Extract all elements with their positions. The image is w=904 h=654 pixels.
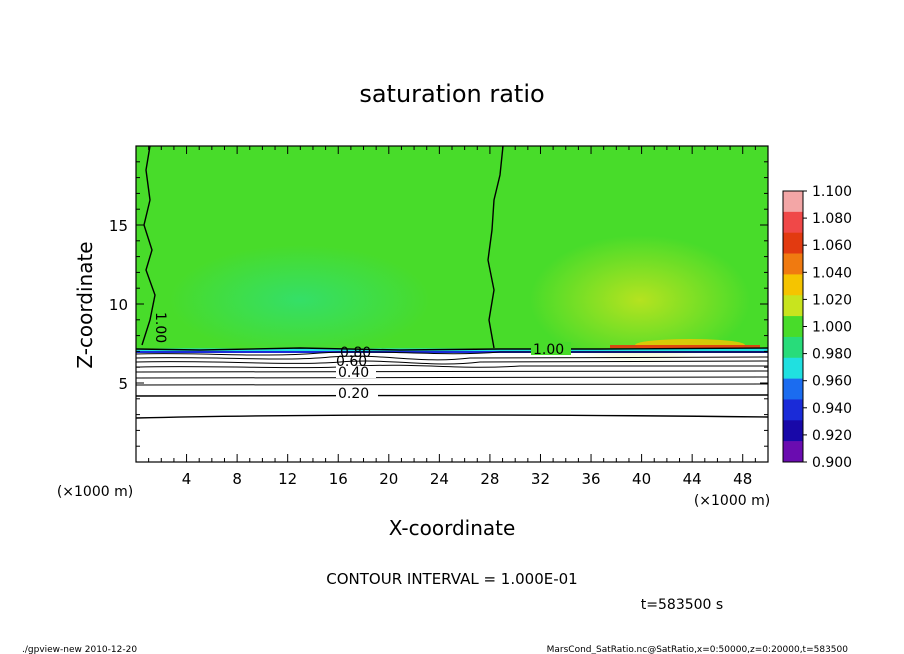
y-axis: 5 10 15: [109, 161, 768, 447]
colorbar-label: 0.900: [812, 455, 852, 471]
colorbar-swatch: [783, 316, 803, 338]
colorbar-label: 1.060: [812, 238, 852, 254]
contour-label-mask: [531, 342, 571, 355]
contour-line: [136, 370, 768, 373]
contour-label: 0.40: [338, 365, 369, 381]
x-tick-label: 8: [232, 470, 242, 488]
contour-label: 1.00: [533, 342, 564, 358]
red-band: [610, 345, 760, 348]
colorbar-swatch: [783, 232, 803, 254]
contour-label: 0.80: [340, 345, 371, 361]
x-tick-label: 44: [683, 470, 702, 488]
plot-area: 1.00 1.00 0.80 0.60 0.40 0.20: [136, 146, 768, 462]
colorbar-swatch: [783, 420, 803, 442]
contour-line: [487, 146, 504, 349]
contour-line: [136, 383, 768, 386]
low-saturation-patch: [170, 245, 430, 355]
colorbar-label: 1.020: [812, 292, 852, 308]
contour-lines: [136, 146, 768, 419]
colorbar-label: 1.100: [812, 184, 852, 200]
colorbar-label: 0.920: [812, 428, 852, 444]
x-tick-label: 4: [182, 470, 192, 488]
colorbar-swatch: [783, 295, 803, 317]
y-axis-label: Z-coordinate: [73, 241, 97, 368]
y-tick-label: 10: [109, 296, 128, 314]
colorbar-label: 0.940: [812, 401, 852, 417]
x-tick-label: 36: [581, 470, 600, 488]
colorbar-swatch: [783, 441, 803, 463]
x-tick-label: 40: [632, 470, 651, 488]
footer-left: ./gpview-new 2010-12-20: [22, 645, 137, 654]
contour-label: 1.00: [152, 312, 168, 343]
contour-labels: 1.00 1.00 0.80 0.60 0.40 0.20: [152, 312, 571, 402]
x-tick-label: 12: [278, 470, 297, 488]
colorbar: [782, 190, 804, 463]
y-tick-label: 15: [109, 217, 128, 235]
contour-label-mask: [336, 387, 378, 399]
x-unit-right: (×1000 m): [694, 493, 770, 509]
x-tick-label: 24: [430, 470, 449, 488]
colorbar-label: 1.080: [812, 211, 852, 227]
colorbar-swatch: [783, 253, 803, 275]
colorbar-swatch: [783, 357, 803, 379]
colorbar-swatch: [783, 191, 803, 213]
x-tick-label: 48: [733, 470, 752, 488]
colorbar-label: 0.960: [812, 374, 852, 390]
contour-line: [136, 351, 768, 356]
colorbar-swatch: [783, 336, 803, 359]
contour-label: 0.20: [338, 386, 369, 402]
colorbar-swatch: [783, 274, 803, 296]
x-axis-label: X-coordinate: [389, 516, 516, 540]
contour-line: [136, 355, 768, 361]
contour-line: [136, 360, 768, 365]
contour-line: [136, 414, 768, 419]
footer-right: MarsCond_SatRatio.nc@SatRatio,x=0:50000,…: [547, 645, 849, 654]
contour-line: [136, 347, 768, 351]
colorbar-label: 1.040: [812, 265, 852, 281]
colorbar-swatch: [783, 399, 803, 421]
colorbar-labels: 1.100 1.080 1.060 1.040 1.020 1.000 0.980 0.960…: [803, 184, 852, 471]
x-axis: 4 8 12 16 20 24 28 32 36 40 44 48: [148, 146, 756, 488]
contour-line: [141, 146, 156, 346]
contour-line: [136, 376, 768, 379]
supersaturation-patch: [530, 235, 750, 365]
x-tick-label: 32: [531, 470, 550, 488]
colorbar-label: 1.000: [812, 320, 852, 336]
colorbar-swatch: [783, 211, 803, 233]
colorbar-swatch: [783, 378, 803, 400]
x-tick-label: 28: [480, 470, 499, 488]
contour-label-mask: [336, 366, 376, 378]
time-text: t=583500 s: [641, 597, 723, 613]
contour-line: [136, 394, 768, 397]
y-tick-label: 5: [118, 375, 128, 393]
x-tick-label: 20: [379, 470, 398, 488]
contour-interval-text: CONTOUR INTERVAL = 1.000E-01: [326, 570, 577, 588]
chart-title: saturation ratio: [359, 80, 544, 108]
x-tick-label: 16: [329, 470, 348, 488]
colorbar-label: 0.980: [812, 347, 852, 363]
x-unit-left: (×1000 m): [57, 484, 133, 500]
